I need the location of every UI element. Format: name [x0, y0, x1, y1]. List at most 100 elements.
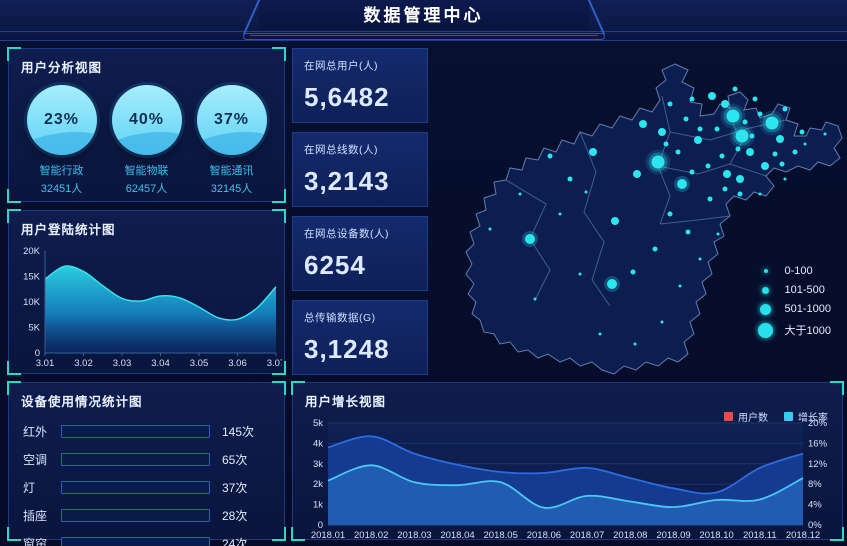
corner-decoration — [7, 47, 21, 61]
map-legend-item: 101-500 — [757, 284, 832, 296]
stat-card: 在网总用户(人) 5,6482 — [292, 48, 428, 123]
legend-item[interactable]: 增长率 — [784, 409, 828, 424]
svg-text:3.06: 3.06 — [228, 358, 247, 369]
device-bar-chart[interactable]: 红外 145次 空调 65次 灯 37次 插座 28次 — [9, 415, 284, 546]
map-bubble[interactable] — [716, 232, 720, 236]
gauge-item: 40% 智能物联 62457人 — [105, 85, 189, 196]
svg-text:2018.06: 2018.06 — [527, 530, 561, 541]
svg-text:20K: 20K — [23, 246, 41, 257]
bar-row[interactable]: 插座 28次 — [23, 505, 270, 526]
map-bubble[interactable] — [663, 141, 669, 147]
map-bubble[interactable] — [783, 177, 787, 181]
bar-row[interactable]: 灯 37次 — [23, 477, 270, 498]
svg-text:4%: 4% — [808, 500, 822, 511]
bar-track — [61, 453, 210, 466]
legend-item[interactable]: 用户数 — [724, 409, 768, 424]
map-bubble[interactable] — [658, 128, 666, 136]
map-bubble[interactable] — [675, 149, 681, 155]
map-bubble[interactable] — [758, 192, 762, 196]
map-bubble[interactable] — [714, 126, 720, 132]
map-bubble[interactable] — [660, 320, 664, 324]
map-bubble[interactable] — [782, 106, 788, 112]
map-bubble[interactable] — [630, 269, 636, 275]
map-bubble[interactable] — [694, 136, 702, 144]
map-bubble[interactable] — [772, 151, 778, 157]
map-legend-item: 大于1000 — [757, 322, 832, 338]
map-bubble[interactable] — [652, 246, 658, 252]
map-bubble[interactable] — [779, 161, 785, 167]
svg-text:2018.02: 2018.02 — [354, 530, 388, 541]
map-bubble[interactable] — [742, 119, 748, 125]
legend-bubble-icon — [758, 322, 773, 338]
map-bubble[interactable] — [723, 170, 731, 178]
map-bubble[interactable] — [578, 272, 582, 276]
growth-area-chart[interactable]: 0 0% 1k 4% 2k 8% 3k 12% 4k 16% 5k 20% 2018.01 2018.02… — [296, 415, 841, 543]
map-bubble[interactable] — [737, 191, 743, 197]
map-bubble[interactable] — [677, 179, 687, 189]
region-map[interactable]: 0-100 101-500 501-1000 大于1000 — [430, 44, 845, 380]
map-bubble[interactable] — [685, 229, 691, 235]
map-bubble[interactable] — [584, 190, 588, 194]
map-bubble[interactable] — [707, 196, 713, 202]
map-bubble[interactable] — [598, 332, 602, 336]
map-bubble[interactable] — [611, 217, 619, 225]
bar-value: 65次 — [222, 453, 248, 467]
map-bubble[interactable] — [667, 101, 673, 107]
map-bubble[interactable] — [533, 297, 537, 301]
map-bubble[interactable] — [567, 176, 573, 182]
map-bubble[interactable] — [708, 92, 716, 100]
map-bubble[interactable] — [639, 120, 647, 128]
bar-track — [61, 481, 210, 494]
map-bubble[interactable] — [607, 279, 617, 289]
map-bubble[interactable] — [732, 86, 738, 92]
map-bubble[interactable] — [722, 186, 728, 192]
map-bubble[interactable] — [776, 135, 784, 143]
map-bubble[interactable] — [667, 211, 673, 217]
map-bubble[interactable] — [765, 116, 779, 130]
bar-row[interactable]: 红外 145次 — [23, 421, 270, 442]
map-bubble[interactable] — [633, 342, 637, 346]
bar-value: 24次 — [222, 537, 248, 546]
map-bubble[interactable] — [525, 234, 535, 244]
map-bubble[interactable] — [735, 129, 749, 143]
map-bubble[interactable] — [823, 132, 827, 136]
liquid-gauge[interactable]: 37% — [196, 85, 267, 155]
bar-row[interactable]: 空调 65次 — [23, 449, 270, 470]
liquid-gauge[interactable]: 40% — [111, 85, 182, 155]
corner-decoration — [272, 381, 286, 395]
map-svg[interactable] — [430, 44, 845, 380]
liquid-gauge[interactable]: 23% — [26, 85, 97, 155]
bar-row[interactable]: 窗帘 24次 — [23, 533, 270, 546]
map-bubble[interactable] — [735, 146, 741, 152]
map-bubble[interactable] — [558, 212, 562, 216]
map-bubble[interactable] — [678, 284, 682, 288]
map-bubble[interactable] — [792, 149, 798, 155]
map-bubble[interactable] — [683, 116, 689, 122]
map-bubble[interactable] — [518, 192, 522, 196]
map-bubble[interactable] — [698, 257, 702, 261]
map-bubble[interactable] — [651, 155, 665, 169]
map-bubble[interactable] — [697, 126, 703, 132]
map-bubble[interactable] — [721, 100, 729, 108]
map-bubble[interactable] — [689, 96, 695, 102]
map-bubble[interactable] — [589, 148, 597, 156]
map-bubble[interactable] — [799, 129, 805, 135]
map-bubble[interactable] — [749, 133, 755, 139]
map-bubble[interactable] — [746, 148, 754, 156]
map-bubble[interactable] — [488, 227, 492, 231]
map-bubble[interactable] — [736, 175, 744, 183]
map-bubble[interactable] — [633, 170, 641, 178]
map-bubble[interactable] — [761, 162, 769, 170]
map-bubble[interactable] — [803, 142, 807, 146]
legend-label: 增长率 — [798, 413, 828, 424]
map-bubble[interactable] — [719, 153, 725, 159]
map-bubble[interactable] — [752, 96, 758, 102]
map-bubble[interactable] — [705, 163, 711, 169]
login-area-chart[interactable]: 0 5K 10K 15K 20K 3.01 3.02 3.03 3.04 3.05 3.06 3.07 — [13, 243, 282, 371]
map-bubble[interactable] — [757, 111, 763, 117]
map-bubble[interactable] — [726, 109, 740, 123]
map-bubble[interactable] — [689, 169, 695, 175]
map-bubble[interactable] — [547, 153, 553, 159]
svg-text:1k: 1k — [313, 500, 323, 511]
svg-text:15K: 15K — [23, 272, 41, 283]
